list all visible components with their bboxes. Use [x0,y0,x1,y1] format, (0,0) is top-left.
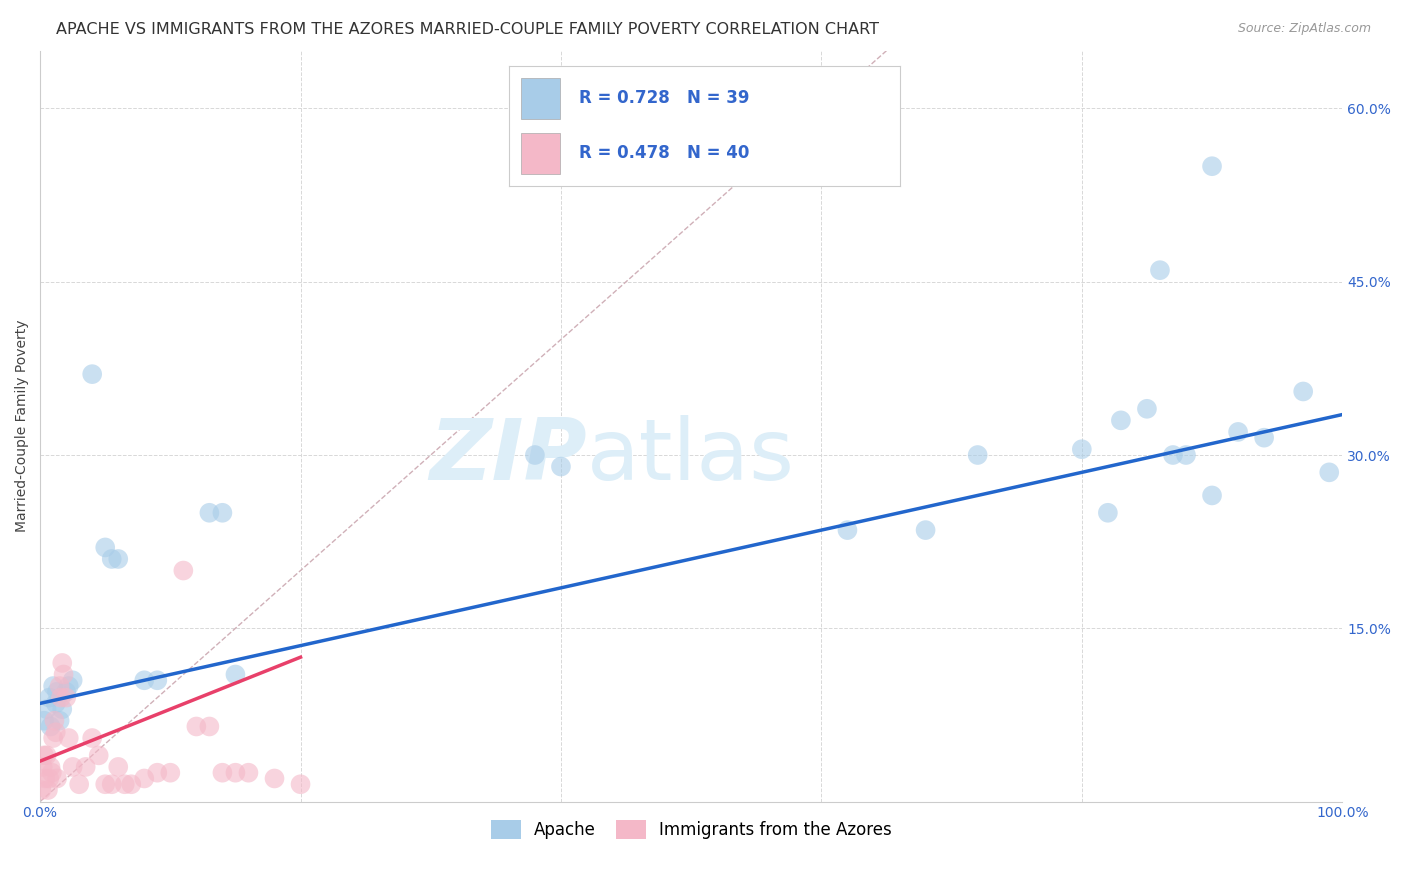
Legend: Apache, Immigrants from the Azores: Apache, Immigrants from the Azores [484,814,898,846]
Point [198,719,221,733]
Point [1175,448,1198,462]
Point [914,523,936,537]
Point [39,760,62,774]
Point [39,719,62,733]
Text: Source: ZipAtlas.com: Source: ZipAtlas.com [1237,22,1371,36]
Point [38,772,60,786]
Point [1292,384,1315,399]
Point [1149,263,1171,277]
Point [55,685,77,699]
Point [42,679,65,693]
Point [224,667,246,681]
Point [67,777,90,791]
Text: atlas: atlas [588,415,794,498]
Point [38,690,60,705]
Point [52,667,75,681]
Point [87,748,110,763]
Point [32,748,55,763]
Point [263,772,285,786]
Point [1109,413,1132,427]
Point [34,772,56,786]
Point [198,506,221,520]
Point [44,714,66,728]
Point [550,459,572,474]
Point [1136,401,1159,416]
Point [837,523,859,537]
Point [51,702,73,716]
Point [30,783,52,797]
Point [82,731,104,745]
Y-axis label: Married-Couple Family Poverty: Married-Couple Family Poverty [15,320,30,533]
Point [186,719,208,733]
Point [1161,448,1184,462]
Point [1201,488,1223,502]
Point [46,772,69,786]
Point [100,552,122,566]
Point [211,506,233,520]
Point [51,656,73,670]
Point [134,673,156,688]
Point [107,760,129,774]
Point [75,760,97,774]
Point [62,760,84,774]
Point [523,448,546,462]
Point [45,697,67,711]
Point [58,731,80,745]
Point [49,690,72,705]
Point [55,690,77,705]
Point [172,564,194,578]
Text: APACHE VS IMMIGRANTS FROM THE AZORES MARRIED-COUPLE FAMILY POVERTY CORRELATION C: APACHE VS IMMIGRANTS FROM THE AZORES MAR… [56,22,879,37]
Point [31,760,53,774]
Point [224,765,246,780]
Point [290,777,312,791]
Point [32,714,55,728]
Point [100,777,122,791]
Point [120,777,142,791]
Point [46,685,69,699]
Point [238,765,260,780]
Point [42,731,65,745]
Point [1097,506,1119,520]
Point [134,772,156,786]
Point [107,552,129,566]
Point [1317,466,1340,480]
Point [159,765,181,780]
Point [62,673,84,688]
Point [45,725,67,739]
Point [966,448,988,462]
Point [1070,442,1092,457]
Point [1253,431,1275,445]
Point [48,679,70,693]
Point [146,673,169,688]
Point [37,783,59,797]
Point [82,367,104,381]
Point [114,777,136,791]
Point [211,765,233,780]
Point [1201,159,1223,173]
Point [94,541,117,555]
Point [41,765,63,780]
Point [58,679,80,693]
Point [35,748,58,763]
Text: ZIP: ZIP [429,415,588,498]
Point [35,702,58,716]
Point [94,777,117,791]
Point [48,714,70,728]
Point [1227,425,1250,439]
Point [146,765,169,780]
